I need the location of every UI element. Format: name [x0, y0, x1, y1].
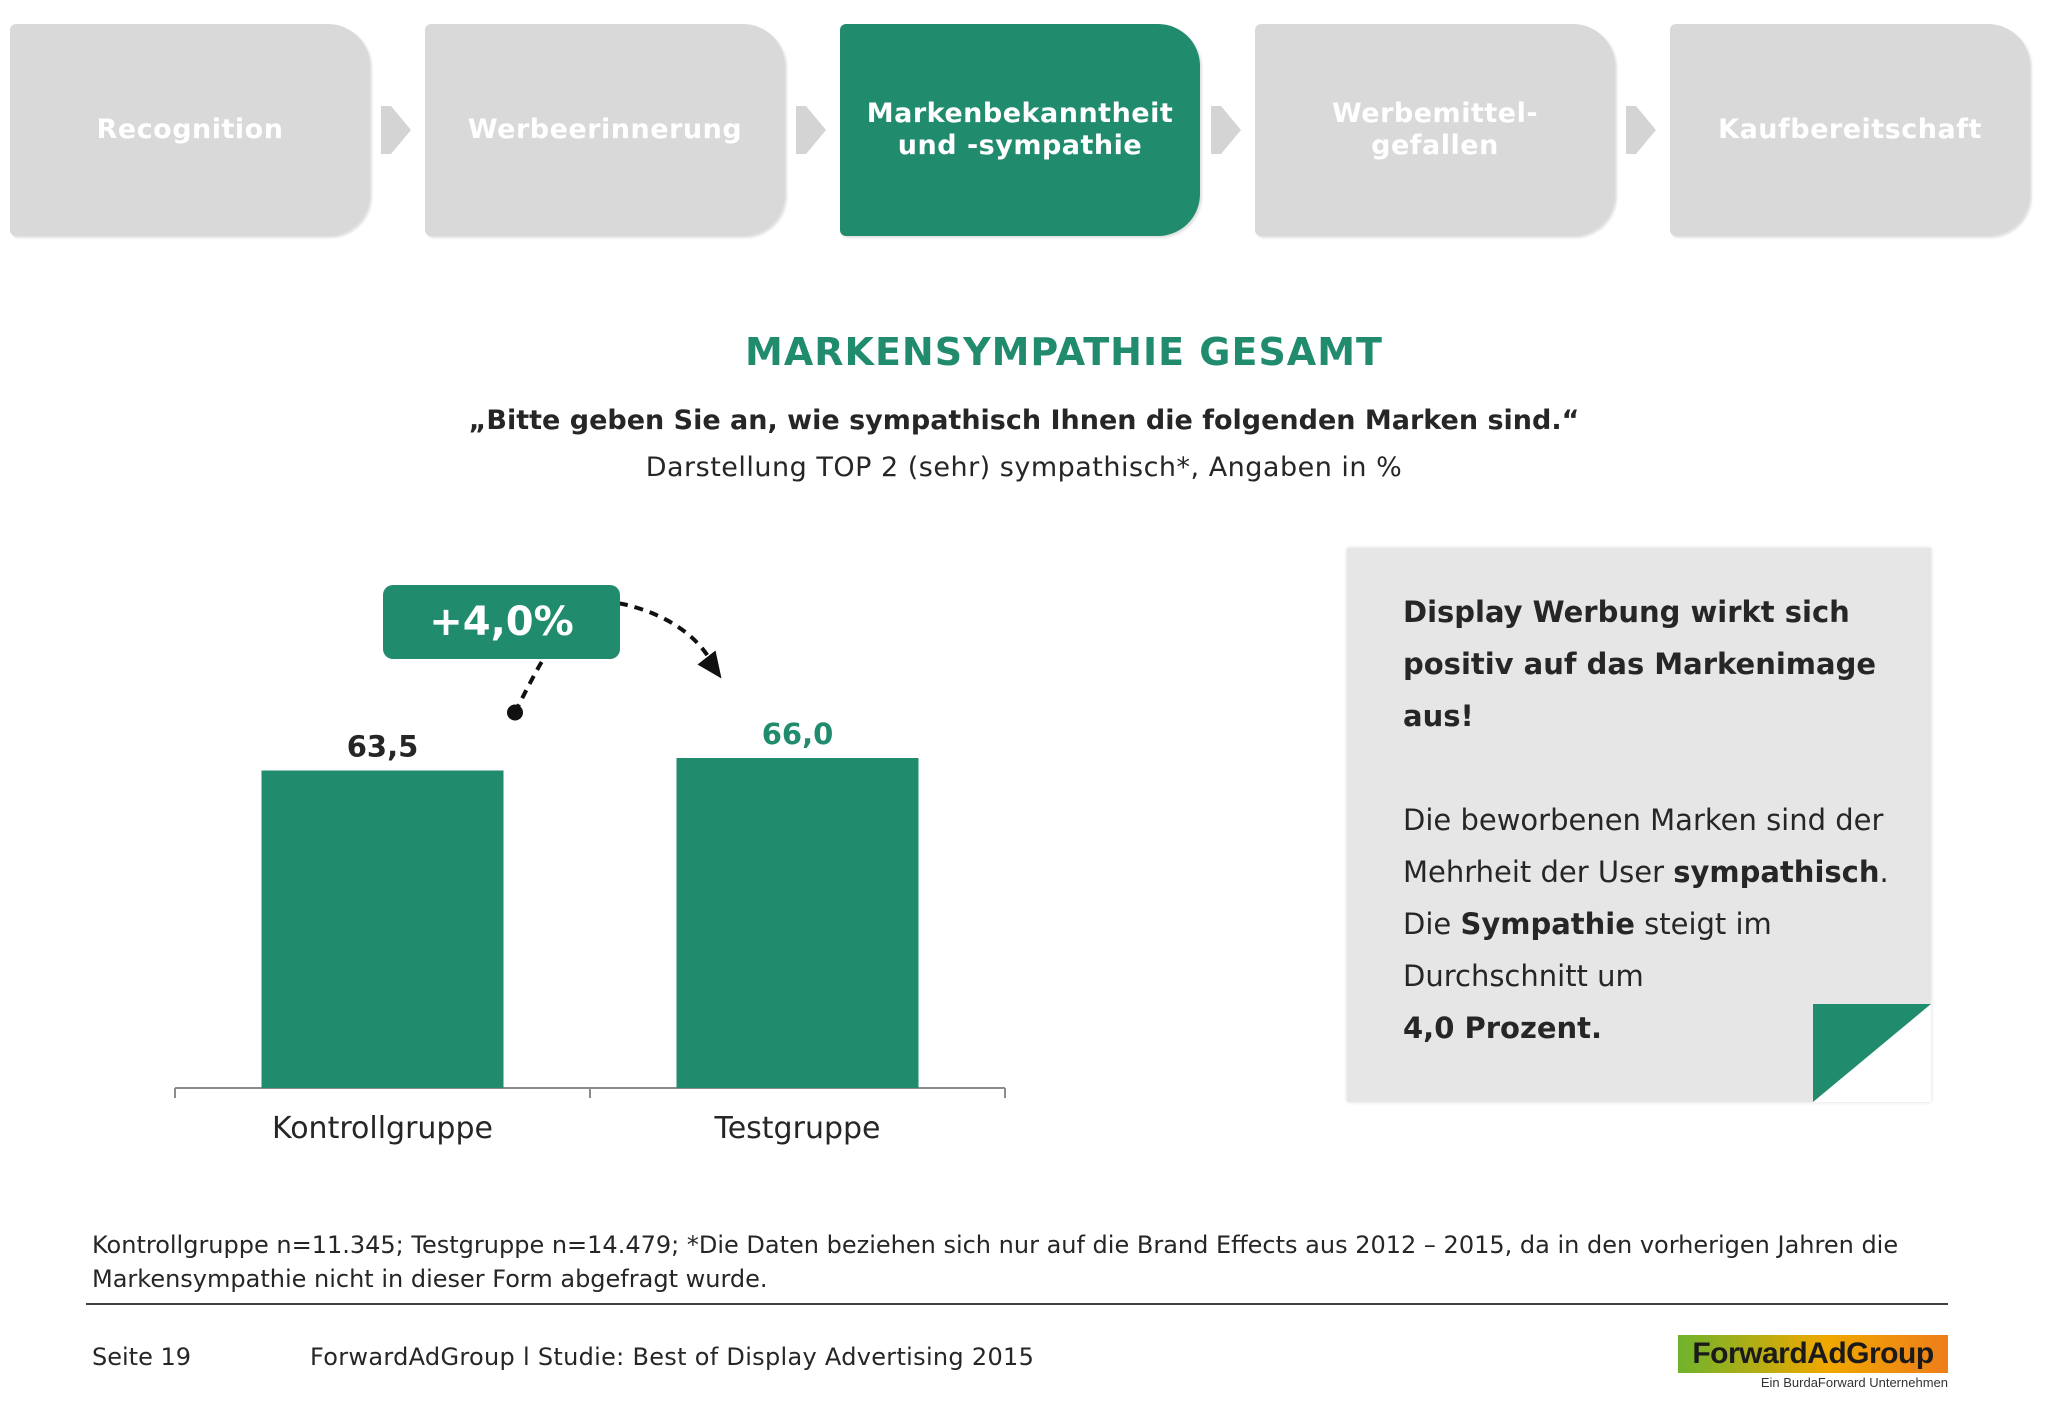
step-arrow-icon: [1626, 106, 1656, 154]
logo-text: ForwardAdGroup: [1692, 1337, 1934, 1370]
footer-study-title: ForwardAdGroup l Studie: Best of Display…: [310, 1343, 1035, 1371]
page-number: Seite 19: [92, 1343, 192, 1371]
data-label: 66,0: [762, 717, 834, 751]
callout-body-line: 4,0 Prozent.: [1403, 1011, 1603, 1045]
callout-body-line: Mehrheit der User sympathisch.: [1403, 855, 1889, 889]
step-werbeerinnerung: Werbeerinnerung: [425, 24, 785, 236]
logo-subtext: Ein BurdaForward Unternehmen: [1760, 1375, 1948, 1390]
callout-body-line: Die Sympathie steigt im: [1403, 907, 1772, 941]
callout-text: Display Werbung wirkt sich positiv auf d…: [1403, 586, 1903, 1054]
page-title: MARKENSYMPATHIE GESAMT: [745, 330, 1383, 374]
callout-headline-line: positiv auf das Markenimage: [1403, 647, 1877, 681]
step-arrow-icon: [796, 106, 826, 154]
page-fold-icon: [1813, 1004, 1931, 1102]
callout-headline-line: Display Werbung wirkt sich: [1403, 595, 1850, 629]
callout-note: Display Werbung wirkt sich positiv auf d…: [1347, 548, 1931, 1102]
x-tick-label: Testgruppe: [713, 1111, 880, 1146]
footnote: Kontrollgruppe n=11.345; Testgruppe n=14…: [92, 1231, 1899, 1293]
step-arrow-icon: [381, 106, 411, 154]
step-werbemittelgefallen: Werbemittel- gefallen: [1255, 24, 1615, 236]
footer-divider: [86, 1303, 1948, 1305]
chart-subtitle: Darstellung TOP 2 (sehr) sympathisch*, A…: [645, 452, 1403, 483]
bar: [261, 770, 504, 1088]
forwardadgroup-logo: ForwardAdGroup Ein BurdaForward Unterneh…: [1678, 1335, 1948, 1390]
step-markenbekanntheit: Markenbekanntheit und -sympathie: [840, 24, 1200, 236]
step-recognition: Recognition: [10, 24, 370, 236]
bar-chart: 63,5 Kontrollgruppe 66,0 Testgruppe: [174, 601, 1006, 1146]
survey-question: „Bitte geben Sie an, wie sympathisch Ihn…: [468, 405, 1580, 436]
arrow-head-icon: [697, 650, 722, 679]
delta-badge: +4,0%: [383, 585, 620, 659]
logo-box: ForwardAdGroup: [1678, 1335, 1948, 1373]
x-tick-label: Kontrollgruppe: [272, 1111, 493, 1146]
callout-body-line: Durchschnitt um: [1403, 959, 1644, 993]
callout-headline-line: aus!: [1403, 699, 1474, 733]
bar: [676, 758, 919, 1088]
process-steps: Recognition Werbeerinnerung Markenbekann…: [0, 0, 2048, 245]
callout-body-line: Die beworbenen Marken sind der: [1403, 803, 1884, 837]
step-kaufbereitschaft: Kaufbereitschaft: [1670, 24, 2030, 236]
data-label: 63,5: [347, 730, 419, 764]
step-arrow-icon: [1211, 106, 1241, 154]
